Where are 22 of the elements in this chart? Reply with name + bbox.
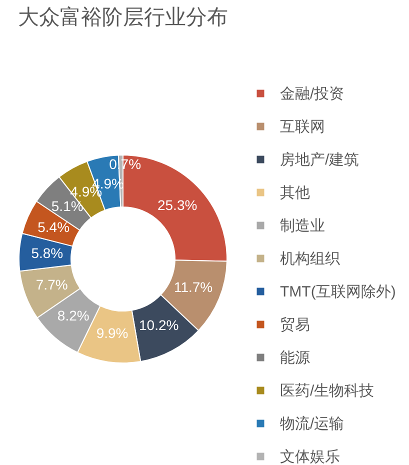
legend-label: 房地产/建筑 bbox=[280, 152, 360, 168]
legend-label: TMT(互联网除外) bbox=[280, 284, 396, 300]
legend-label: 金融/投资 bbox=[280, 86, 344, 102]
data-label: 25.3% bbox=[157, 196, 198, 213]
legend-label: 制造业 bbox=[280, 218, 325, 234]
legend-label: 医药/生物科技 bbox=[280, 382, 374, 400]
chart-title: 大众富裕阶层行业分布 bbox=[18, 6, 228, 29]
data-label: 10.2% bbox=[138, 317, 179, 334]
legend-label: 贸易 bbox=[280, 316, 310, 334]
legend-label: 物流/运输 bbox=[280, 416, 344, 432]
legend-label: 能源 bbox=[280, 350, 310, 366]
legend-label: 文体娱乐 bbox=[280, 448, 340, 465]
data-label: 7.7% bbox=[36, 276, 68, 293]
data-label: 5.4% bbox=[38, 219, 70, 236]
data-label: 8.2% bbox=[57, 308, 90, 324]
data-label: 5.8% bbox=[31, 244, 64, 261]
legend-label: 其他 bbox=[280, 184, 310, 202]
legend-label: 机构组织 bbox=[280, 250, 340, 268]
legend-label: 互联网 bbox=[280, 118, 325, 136]
data-label: 5.1% bbox=[51, 198, 84, 214]
data-label: 11.7% bbox=[174, 278, 213, 295]
data-label: 9.9% bbox=[96, 325, 128, 342]
